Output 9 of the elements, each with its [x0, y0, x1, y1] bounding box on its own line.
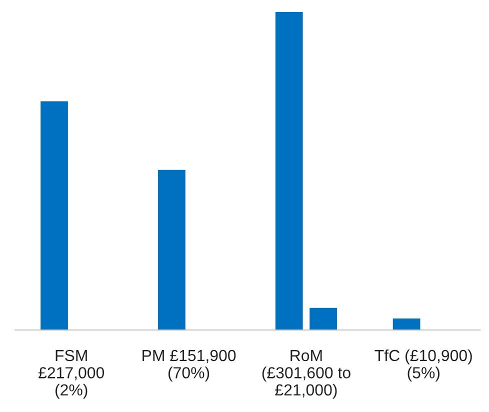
bar — [275, 12, 303, 330]
bar — [40, 101, 68, 330]
x-tick-label: RoM (£301,600 to £21,000) — [262, 350, 350, 399]
bar — [392, 318, 420, 330]
bar — [310, 308, 337, 330]
x-tick-label: TfC (£10,900) (5%) — [374, 349, 472, 382]
x-tick-label: PM £151,900 (70%) — [142, 350, 236, 382]
x-tick-label: FSM £217,000 (2%) — [38, 350, 104, 399]
bar — [158, 170, 186, 330]
